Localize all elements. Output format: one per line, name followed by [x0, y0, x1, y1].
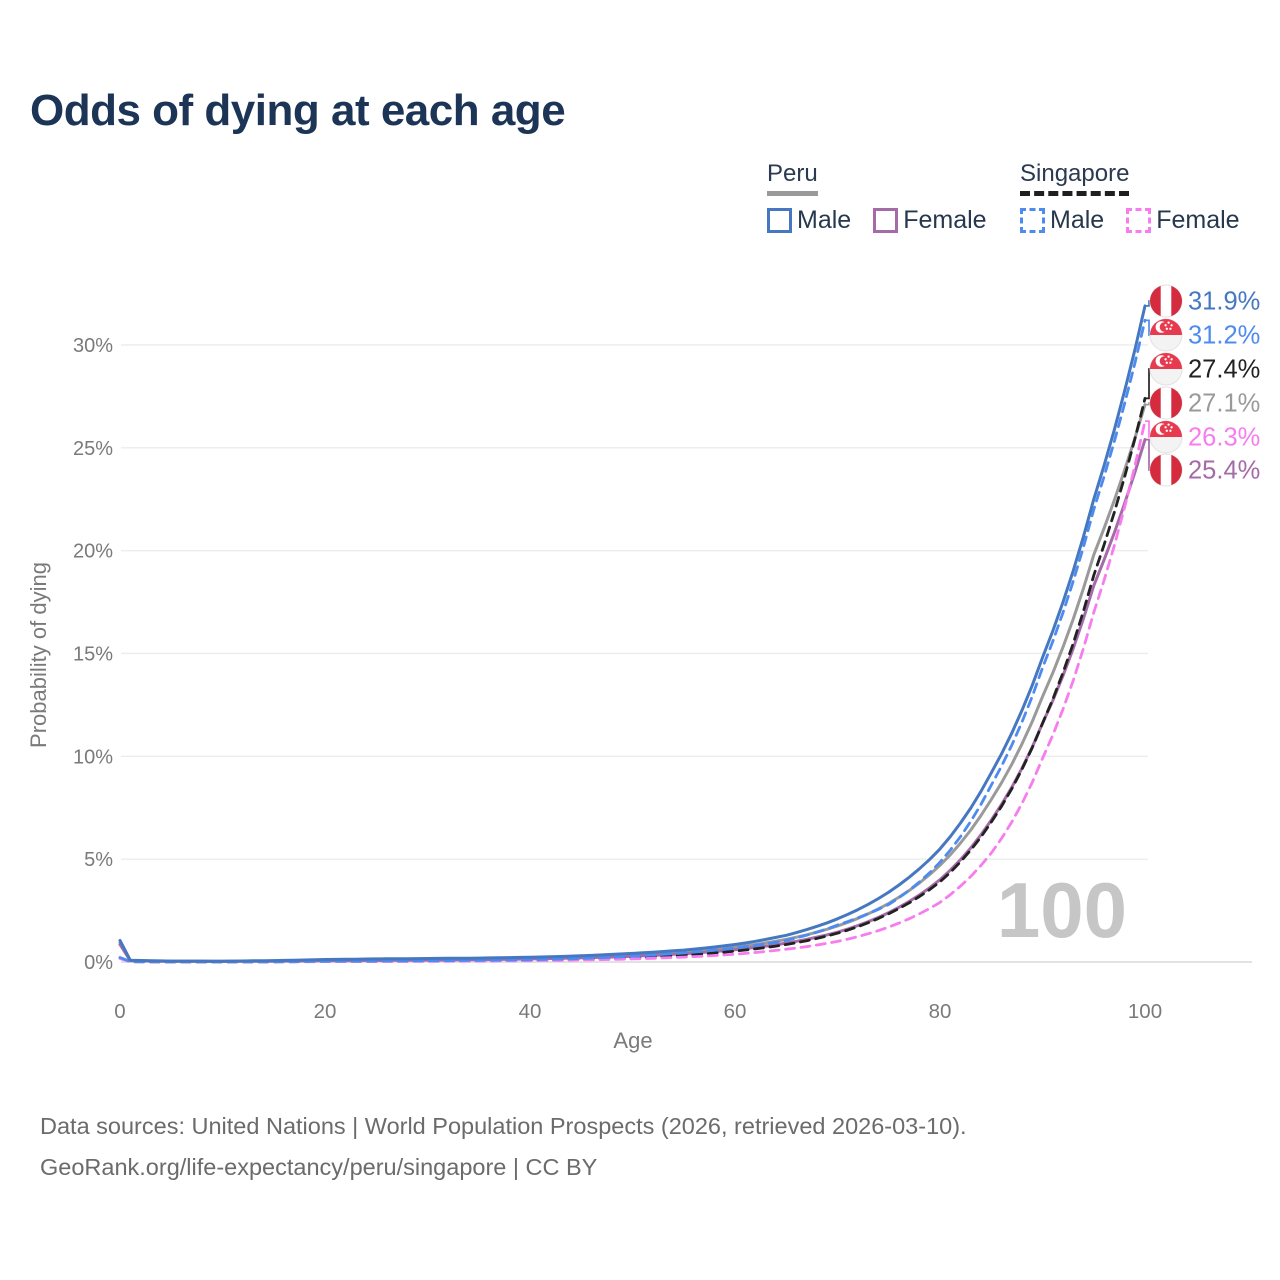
flag-singapore-icon — [1149, 318, 1183, 352]
flag-band-right — [1171, 285, 1182, 317]
legend-swatch-peru-female-icon — [873, 208, 899, 233]
end-label-value-singapore-female: 26.3% — [1188, 424, 1260, 452]
flag-star — [1165, 429, 1168, 432]
legend-label-peru-female: Female — [903, 206, 987, 234]
flag-singapore-icon — [1149, 352, 1183, 386]
legend-group-peru: Peru Male Female — [767, 160, 987, 235]
x-tick-label: 100 — [1128, 1000, 1162, 1023]
flag-star — [1164, 324, 1167, 327]
x-tick-label: 20 — [314, 1000, 337, 1023]
series-line-peru-combined[interactable] — [118, 403, 1147, 963]
legend-swatch-peru-male-icon — [767, 208, 792, 233]
flag-star — [1170, 324, 1173, 327]
x-tick-label: 0 — [114, 1000, 125, 1023]
footer-attribution: GeoRank.org/life-expectancy/peru/singapo… — [40, 1154, 598, 1180]
page-title: Odds of dying at each age — [30, 86, 566, 135]
footer: Data sources: United Nations | World Pop… — [40, 1106, 967, 1188]
end-label-value-peru-female: 25.4% — [1188, 457, 1260, 485]
age-watermark: 100 — [997, 866, 1127, 954]
y-tick-label: 5% — [84, 849, 113, 871]
end-label-value-singapore-combined: 27.4% — [1188, 356, 1260, 384]
y-tick-label: 25% — [73, 438, 113, 460]
flag-band-left — [1150, 454, 1161, 486]
footer-data-sources: Data sources: United Nations | World Pop… — [40, 1113, 967, 1139]
legend-label-peru-male: Male — [797, 206, 852, 234]
flag-star — [1169, 361, 1172, 364]
y-tick-label: 0% — [84, 952, 113, 974]
y-tick-label: 20% — [73, 541, 113, 563]
legend-row-peru: Male Female — [767, 206, 987, 235]
flag-star — [1167, 321, 1170, 324]
legend-row-singapore: Male Female — [1020, 206, 1240, 235]
legend-item-singapore-male[interactable]: Male — [1020, 206, 1104, 235]
legend-item-peru-male[interactable]: Male — [767, 206, 851, 235]
x-axis-title: Age — [613, 1028, 652, 1053]
flag-star — [1169, 327, 1172, 330]
end-label-value-peru-combined: 27.1% — [1188, 390, 1260, 418]
flag-band-right — [1171, 454, 1182, 486]
end-label-value-singapore-male: 31.2% — [1188, 322, 1260, 350]
flag-singapore-icon — [1149, 420, 1183, 454]
series-line-singapore-combined[interactable] — [118, 397, 1147, 964]
x-tick-label: 80 — [929, 1000, 952, 1023]
flag-peru-icon — [1149, 284, 1183, 318]
flag-star — [1165, 327, 1168, 330]
x-tick-label: 40 — [519, 1000, 542, 1023]
flag-peru-icon — [1149, 453, 1183, 487]
y-axis-title: Probability of dying — [26, 562, 51, 748]
y-tick-label: 10% — [73, 746, 113, 768]
legend-swatch-singapore-female-icon — [1126, 208, 1152, 233]
flag-star — [1167, 355, 1170, 358]
flag-star — [1170, 358, 1173, 361]
legend-swatch-singapore-male-icon — [1020, 208, 1045, 233]
legend-item-peru-female[interactable]: Female — [873, 206, 987, 235]
flag-star — [1164, 358, 1167, 361]
flag-band-left — [1150, 387, 1161, 419]
flag-star — [1165, 361, 1168, 364]
flag-band-right — [1171, 387, 1182, 419]
flag-star — [1164, 426, 1167, 429]
legend-header-peru[interactable]: Peru — [767, 160, 818, 196]
series-line-singapore-male[interactable] — [118, 318, 1147, 964]
flag-star — [1169, 429, 1172, 432]
y-tick-label: 15% — [73, 643, 113, 665]
series-line-singapore-female[interactable] — [118, 419, 1147, 964]
series-line-peru-female[interactable] — [118, 438, 1147, 963]
end-label-value-peru-male: 31.9% — [1188, 288, 1260, 316]
legend-label-singapore-male: Male — [1050, 206, 1105, 234]
legend-group-singapore: Singapore Male Female — [1020, 160, 1240, 235]
x-tick-label: 60 — [724, 1000, 747, 1023]
flag-star — [1170, 426, 1173, 429]
legend-label-singapore-female: Female — [1156, 206, 1240, 234]
flag-star — [1167, 423, 1170, 426]
y-tick-label: 30% — [73, 335, 113, 357]
legend-header-singapore[interactable]: Singapore — [1020, 160, 1130, 196]
flag-band-left — [1150, 285, 1161, 317]
legend-item-singapore-female[interactable]: Female — [1126, 206, 1240, 235]
series-line-peru-male[interactable] — [118, 304, 1147, 963]
flag-peru-icon — [1149, 386, 1183, 420]
